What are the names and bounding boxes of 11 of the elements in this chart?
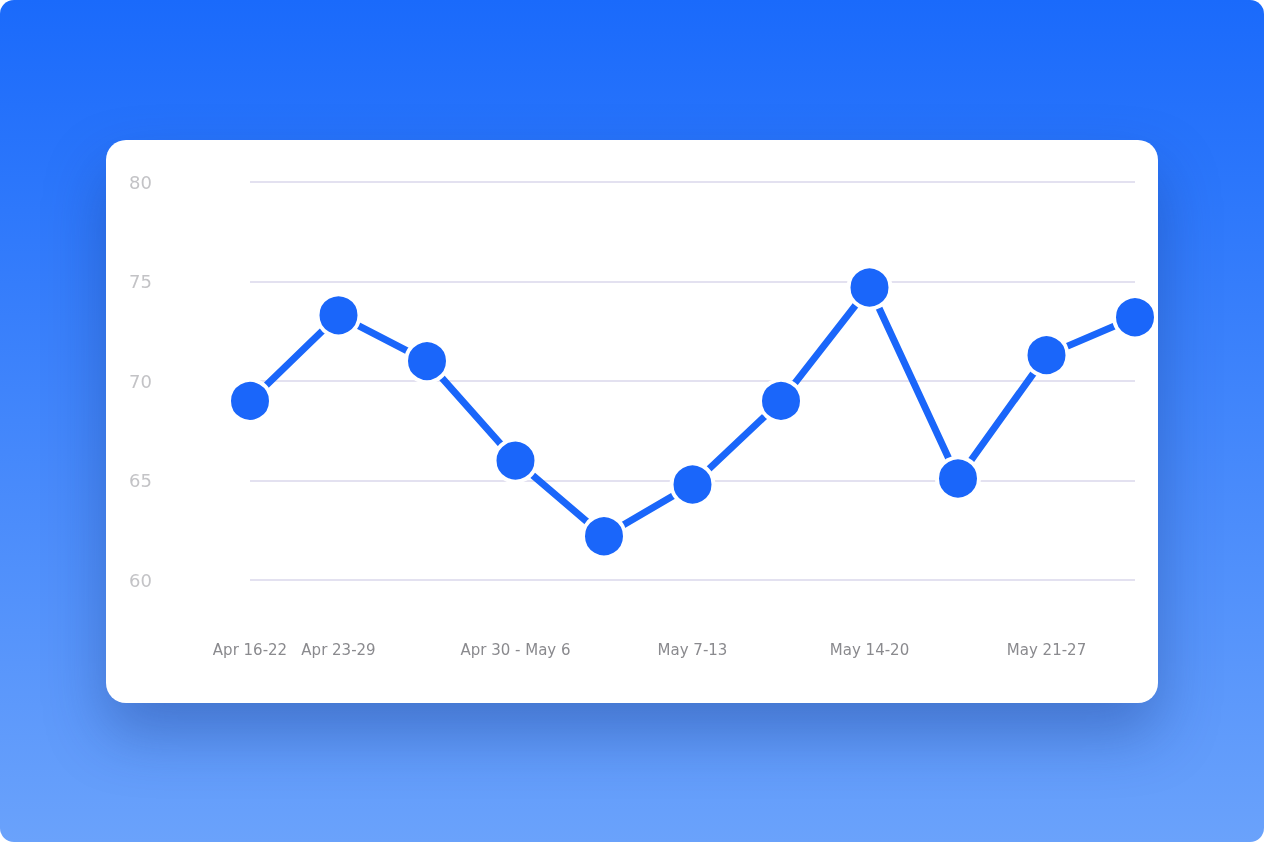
x-tick-label: May 7-13 [657, 640, 728, 659]
x-tick-label: May 21-27 [1006, 640, 1087, 659]
y-tick-label: 60 [129, 569, 152, 591]
x-tick-label: May 14-20 [829, 640, 910, 659]
x-tick-label: Apr 16-22 [212, 640, 288, 659]
y-tick-label: 70 [129, 370, 152, 392]
y-tick-label: 65 [129, 470, 152, 491]
y-tick-label: 80 [129, 171, 152, 193]
x-tick-label: Apr 23-29 [301, 640, 376, 659]
y-tick-label: 75 [129, 271, 152, 292]
x-tick-label: Apr 30 - May 6 [460, 640, 571, 659]
